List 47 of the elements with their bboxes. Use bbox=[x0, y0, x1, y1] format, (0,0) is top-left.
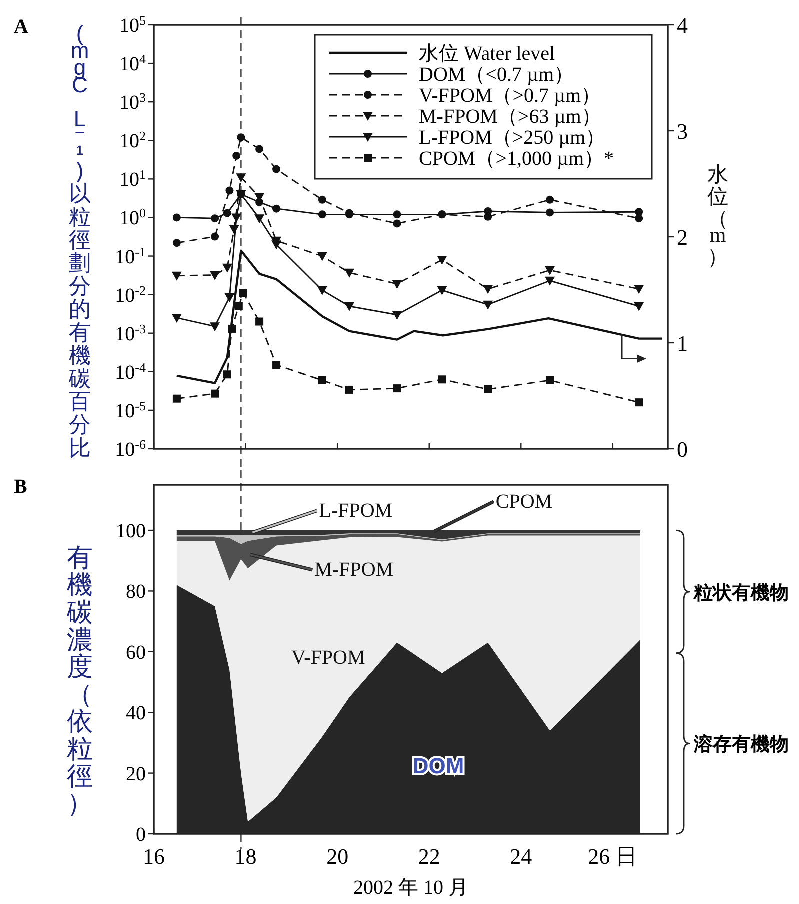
legend-label: L-FPOM bbox=[319, 500, 393, 522]
text: 溶存有機物 bbox=[693, 734, 789, 756]
legend-label: DOM（<0.7 µm） bbox=[419, 64, 574, 86]
text: 粒状有機物 bbox=[693, 582, 789, 604]
x-tick-label: 18 bbox=[234, 844, 257, 869]
x-tick-label: 16 bbox=[143, 844, 165, 869]
y-tick-label: 10$^{-6}$ bbox=[115, 436, 146, 461]
legend-label: M-FPOM（>63 µm） bbox=[419, 106, 602, 128]
y2-tick-label: 1 bbox=[677, 331, 688, 356]
series-label: CPOM bbox=[496, 490, 553, 513]
y-tick-label: 20 bbox=[126, 763, 146, 786]
y-tick-label: 10$^{-2}$ bbox=[115, 282, 146, 307]
y2-axis-title: 水位（m） bbox=[708, 162, 728, 270]
y-tick-label: 10$^{3}$ bbox=[120, 90, 146, 114]
x-tick-label: 26 日 bbox=[588, 844, 638, 869]
y-tick-label: 10$^{1}$ bbox=[120, 166, 146, 192]
y-tick-label: 80 bbox=[126, 581, 146, 604]
legend-label: M-FPOM bbox=[314, 559, 394, 582]
x-tick-label: 24 bbox=[510, 844, 532, 869]
y-tick-label: 10$^{-1}$ bbox=[115, 244, 146, 268]
legend-label: L-FPOM（>250 µm） bbox=[419, 127, 606, 149]
y-tick-label: 10$^{-5}$ bbox=[115, 398, 146, 422]
x-tick-label: 20 bbox=[326, 844, 349, 869]
text: 有機碳濃度（依粒徑） bbox=[67, 542, 93, 818]
y-tick-label: 10$^{0}$ bbox=[120, 205, 146, 230]
legend-label: V-FPOM（>0.7 µm） bbox=[419, 85, 602, 107]
y-tick-label: 10$^{4}$ bbox=[120, 51, 146, 76]
series-label: DOM bbox=[412, 753, 464, 778]
y2-tick-label: 3 bbox=[677, 119, 688, 144]
y2-tick-label: 2 bbox=[677, 225, 688, 250]
y-tick-label: 10$^{2}$ bbox=[120, 128, 146, 153]
y-tick-label: 40 bbox=[126, 702, 146, 725]
chart-title: A bbox=[14, 16, 29, 38]
y-tick-label: 0 bbox=[136, 824, 146, 846]
y2-tick-label: 0 bbox=[677, 437, 688, 462]
y-tick-label: 60 bbox=[126, 642, 146, 664]
x-axis-title: 2002 年 10 月 bbox=[354, 877, 468, 899]
legend-label: CPOM（>1,000 µm）* bbox=[419, 148, 614, 170]
y2-tick-label: 4 bbox=[677, 13, 688, 38]
chart-title: B bbox=[14, 476, 28, 498]
legend-label: 水位 Water level bbox=[419, 43, 556, 65]
y-tick-label: 10$^{-3}$ bbox=[115, 320, 146, 346]
y-tick-label: 10$^{-4}$ bbox=[115, 359, 146, 384]
series-label: V-FPOM bbox=[292, 647, 366, 670]
y-tick-label: 10$^{5}$ bbox=[120, 12, 146, 37]
y-tick-label: 100 bbox=[116, 520, 146, 543]
x-tick-label: 22 bbox=[418, 844, 440, 869]
